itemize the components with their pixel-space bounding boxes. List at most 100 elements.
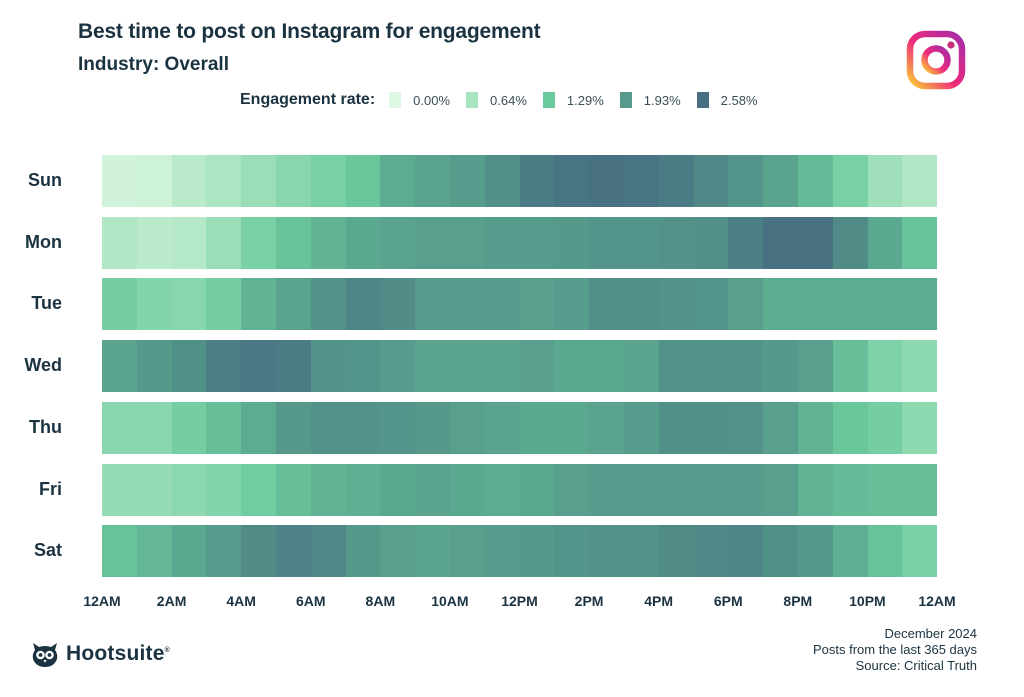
heatmap-cell	[380, 278, 416, 331]
heatmap-row-mon	[102, 216, 938, 269]
heatmap-cell	[206, 525, 242, 578]
heatmap-cell	[763, 216, 798, 269]
heatmap-cell	[554, 216, 590, 269]
heatmap-cell	[623, 216, 659, 269]
heatmap-cell	[484, 278, 520, 331]
heatmap-cell	[275, 216, 311, 269]
heatmap-cell	[102, 216, 137, 269]
heatmap-cell	[275, 340, 311, 393]
heatmap-cell	[171, 463, 207, 516]
legend-item: 1.93%	[619, 92, 681, 108]
day-label-sat: Sat	[33, 540, 62, 561]
heatmap-cell	[415, 463, 450, 516]
heatmap-cell	[519, 463, 555, 516]
heatmap-cell	[554, 278, 590, 331]
heatmap-cell	[763, 525, 798, 578]
heatmap-cell	[902, 155, 938, 207]
heatmap-cell	[728, 216, 764, 269]
chart-title: Best time to post on Instagram for engag…	[78, 20, 541, 43]
heatmap-cell	[310, 463, 346, 516]
heatmap-cell	[902, 525, 938, 578]
heatmap-cell	[171, 216, 207, 269]
heatmap-cell	[589, 340, 624, 393]
day-label-tue: Tue	[31, 293, 62, 314]
footer-date: December 2024	[884, 626, 978, 641]
heatmap-cell	[797, 216, 833, 269]
heatmap-row-wed	[102, 340, 938, 393]
heatmap-cell	[589, 525, 624, 578]
day-label-thu: Thu	[29, 416, 62, 437]
heatmap-cell	[275, 463, 311, 516]
heatmap-cell	[658, 401, 694, 454]
heatmap-cell	[658, 155, 694, 207]
heatmap-cell	[797, 463, 833, 516]
legend-item: 0.64%	[466, 92, 527, 108]
heatmap-cell	[797, 525, 833, 578]
heatmap-cell	[415, 401, 450, 454]
heatmap-cell	[206, 463, 242, 516]
heatmap-cell	[449, 463, 485, 516]
heatmap-cell	[693, 278, 729, 331]
heatmap-cell	[763, 278, 798, 331]
legend-swatch	[619, 92, 632, 108]
heatmap-cell	[867, 525, 903, 578]
heatmap-cell	[519, 216, 555, 269]
heatmap-cell	[693, 525, 729, 578]
legend-swatch	[696, 92, 709, 108]
legend: Engagement rate: 0.00% 0.64% 1.29% 1.93%…	[240, 89, 774, 111]
heatmap-cell	[241, 401, 276, 454]
heatmap-cell	[345, 525, 381, 578]
heatmap-cell	[728, 401, 764, 454]
heatmap-cell	[728, 278, 764, 331]
heatmap-cell	[797, 155, 833, 207]
heatmap-cell	[484, 340, 520, 393]
footer-notes: December 2024 Posts from the last 365 da…	[813, 626, 977, 674]
heatmap-cell	[171, 401, 207, 454]
heatmap-cell	[902, 401, 938, 454]
heatmap-cell	[519, 278, 555, 331]
legend-swatch	[389, 92, 402, 108]
heatmap-cell	[693, 340, 729, 393]
heatmap-cell	[206, 278, 242, 331]
heatmap-cell	[693, 463, 729, 516]
heatmap-cell	[241, 155, 276, 207]
heatmap-cell	[554, 155, 590, 207]
legend-title: Engagement rate:	[240, 91, 376, 108]
legend-swatch	[542, 92, 555, 108]
heatmap-cell	[206, 155, 242, 207]
heatmap-cell	[102, 401, 137, 454]
heatmap-row-thu	[102, 401, 938, 454]
heatmap-cell	[589, 155, 624, 207]
heatmap-cell	[415, 216, 450, 269]
heatmap-cell	[589, 216, 624, 269]
heatmap-cell	[867, 463, 903, 516]
heatmap-cell	[658, 463, 694, 516]
heatmap-cell	[693, 155, 729, 207]
heatmap-cell	[589, 463, 624, 516]
heatmap-cell	[136, 401, 172, 454]
heatmap-cell	[449, 525, 485, 578]
day-label-wed: Wed	[24, 355, 62, 376]
heatmap-cell	[449, 155, 485, 207]
heatmap-cell	[832, 155, 868, 207]
heatmap-row-sun	[102, 155, 938, 207]
legend-item: 0.00%	[389, 92, 450, 108]
heatmap-cell	[519, 155, 555, 207]
heatmap-cell	[345, 401, 381, 454]
legend-label: 0.00%	[413, 92, 451, 108]
x-tick-label: 12AM	[918, 593, 956, 609]
heatmap-cell	[867, 401, 903, 454]
heatmap-cell	[206, 216, 242, 269]
heatmap-cell	[171, 340, 207, 393]
heatmap-cell	[449, 401, 485, 454]
heatmap-cell	[554, 340, 590, 393]
heatmap-cell	[484, 525, 520, 578]
heatmap-cell	[832, 463, 868, 516]
heatmap-cell	[728, 340, 764, 393]
heatmap-cell	[658, 216, 694, 269]
heatmap-cell	[310, 340, 346, 393]
legend-label: 1.93%	[643, 92, 681, 108]
heatmap-cell	[797, 278, 833, 331]
heatmap-cell	[136, 463, 172, 516]
